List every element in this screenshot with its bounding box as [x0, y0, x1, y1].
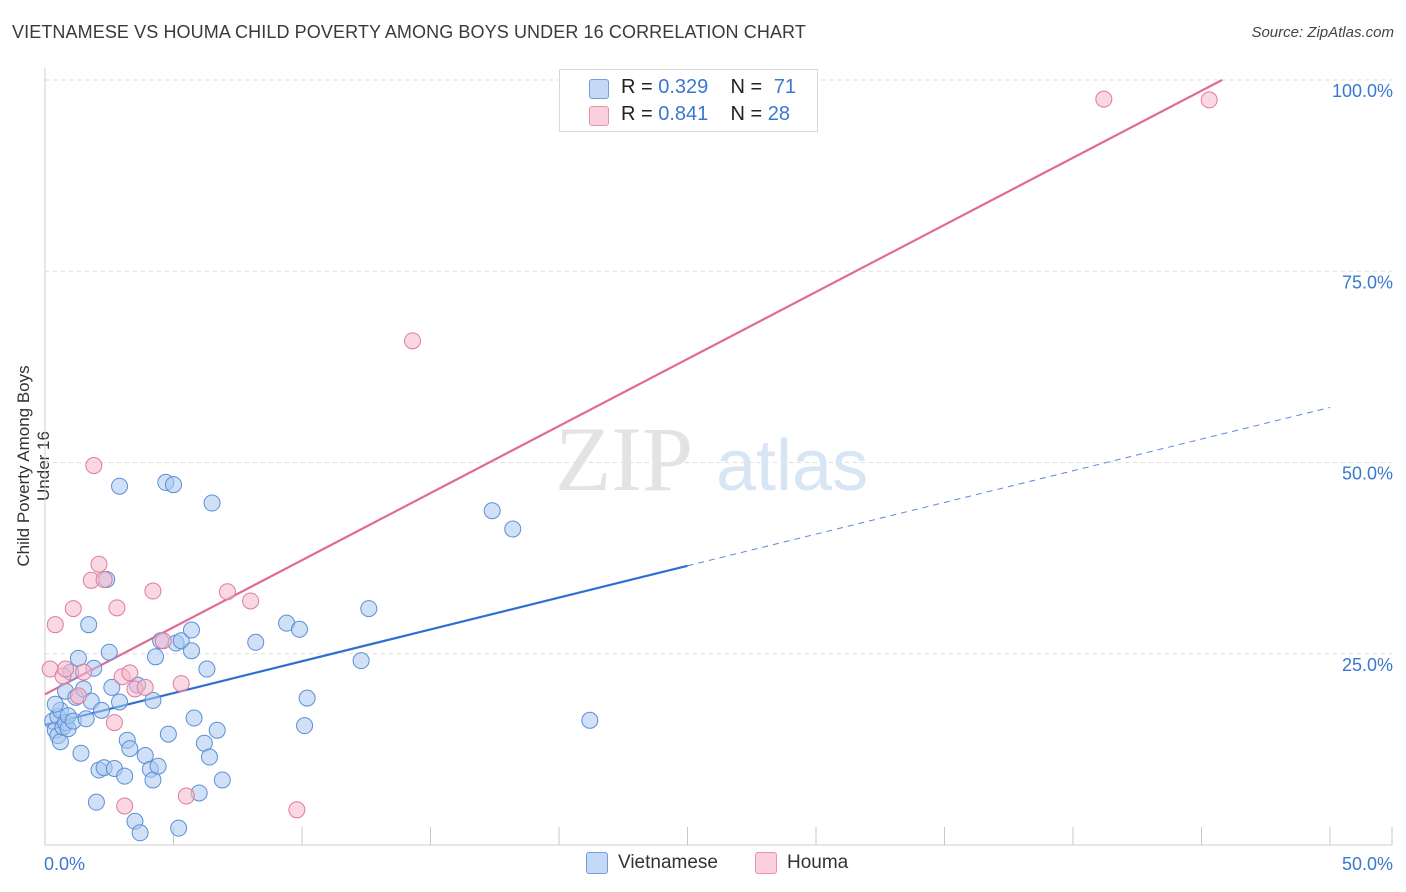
legend-n-label: N = — [730, 103, 763, 125]
axes — [44, 68, 1393, 846]
tick-labels: 25.0% 50.0% 75.0% 100.0% 0.0% 50.0% — [44, 81, 1393, 874]
chart-title: VIETNAMESE VS HOUMA CHILD POVERTY AMONG … — [12, 22, 806, 42]
bottom-legend-label-vietnamese: Vietnamese — [618, 852, 718, 873]
stats-legend: R = 0.329 N = 71 R = 0.841 N = 28 — [559, 69, 818, 132]
point-vietnamese — [182, 621, 200, 639]
point-vietnamese — [290, 620, 308, 638]
point-vietnamese — [111, 477, 129, 495]
watermark: ZIP atlas — [555, 408, 868, 510]
point-houma — [154, 632, 172, 650]
point-vietnamese — [121, 740, 139, 758]
point-houma — [85, 457, 103, 475]
point-houma — [136, 678, 154, 696]
legend-r-label: R = — [621, 76, 653, 98]
legend-r-value-vietnamese: 0.329 — [658, 76, 709, 98]
point-vietnamese — [208, 721, 226, 739]
point-houma — [90, 555, 108, 573]
x-tick-label-min: 0.0% — [44, 854, 85, 874]
point-vietnamese — [111, 693, 129, 711]
legend-r-value-houma: 0.841 — [658, 103, 709, 125]
point-houma — [46, 616, 64, 634]
source-label: Source: ZipAtlas.com — [1251, 24, 1394, 41]
point-vietnamese — [159, 725, 177, 743]
point-houma — [1200, 91, 1218, 109]
point-houma — [177, 787, 195, 805]
point-houma — [75, 663, 93, 681]
point-vietnamese — [93, 701, 111, 719]
y-tick-label: 100.0% — [1332, 81, 1393, 101]
bottom-legend-label-houma: Houma — [787, 852, 849, 873]
point-vietnamese — [185, 709, 203, 727]
point-vietnamese — [170, 819, 188, 837]
point-houma — [1095, 90, 1113, 108]
point-vietnamese — [247, 633, 265, 651]
point-vietnamese — [131, 824, 149, 842]
point-vietnamese — [72, 744, 90, 762]
y-tick-label: 25.0% — [1342, 655, 1393, 675]
legend-r-label: R = — [621, 103, 653, 125]
point-vietnamese — [116, 767, 134, 785]
point-vietnamese — [200, 748, 218, 766]
x-tick-label-max: 50.0% — [1342, 854, 1393, 874]
point-vietnamese — [46, 695, 64, 713]
point-vietnamese — [296, 717, 314, 735]
point-vietnamese — [203, 494, 221, 512]
point-vietnamese — [80, 616, 98, 634]
point-houma — [116, 797, 134, 815]
watermark-atlas: atlas — [716, 426, 868, 506]
point-vietnamese — [149, 757, 167, 775]
point-houma — [288, 801, 306, 819]
legend-n-value-vietnamese: 71 — [773, 76, 797, 98]
point-vietnamese — [103, 678, 121, 696]
point-vietnamese — [581, 711, 599, 729]
point-houma — [69, 687, 87, 705]
point-houma — [105, 714, 123, 732]
point-vietnamese — [100, 643, 118, 661]
bottom-legend-swatch-vietnamese — [586, 852, 608, 874]
point-houma — [242, 592, 260, 610]
point-vietnamese — [182, 642, 200, 660]
point-houma — [144, 582, 162, 600]
bottom-legend-swatch-houma — [755, 852, 777, 874]
point-houma — [64, 600, 82, 618]
point-houma — [404, 332, 422, 350]
trend-line-vietnamese-extension — [687, 406, 1331, 567]
point-vietnamese — [165, 476, 182, 494]
point-vietnamese — [298, 689, 316, 707]
point-vietnamese — [360, 600, 378, 618]
point-vietnamese — [144, 691, 162, 709]
point-vietnamese — [504, 520, 522, 538]
legend-n-value-houma: 28 — [767, 103, 791, 125]
trend-line-houma — [44, 79, 1223, 696]
trend-lines — [44, 79, 1331, 726]
point-houma — [121, 664, 139, 682]
legend-swatch-vietnamese — [589, 79, 609, 99]
trend-line-vietnamese — [44, 564, 688, 726]
point-houma — [57, 660, 75, 678]
y-tick-label: 75.0% — [1342, 272, 1393, 292]
point-houma — [218, 583, 236, 601]
point-houma — [95, 571, 113, 589]
legend-n-label: N = — [730, 76, 763, 98]
legend-swatch-houma — [589, 106, 609, 126]
point-vietnamese — [77, 710, 95, 728]
point-vietnamese — [172, 632, 190, 650]
y-tick-label: 50.0% — [1342, 464, 1393, 484]
point-vietnamese — [87, 793, 105, 811]
gridlines — [45, 79, 1392, 655]
point-vietnamese — [213, 771, 231, 789]
point-vietnamese — [483, 502, 501, 520]
point-houma — [108, 599, 126, 617]
watermark-zip: ZIP — [555, 408, 693, 510]
data-points — [41, 90, 1218, 842]
point-vietnamese — [147, 648, 165, 666]
point-houma — [172, 675, 190, 693]
point-vietnamese — [198, 660, 216, 678]
point-vietnamese — [352, 652, 370, 670]
